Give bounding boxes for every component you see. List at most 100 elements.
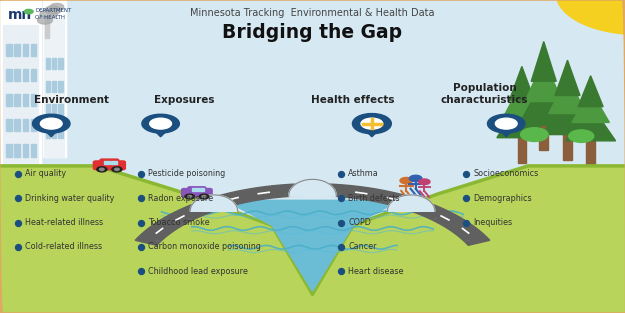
Text: Air quality: Air quality [25, 169, 66, 178]
Bar [22, 144, 28, 156]
Text: Cancer: Cancer [348, 243, 377, 251]
Circle shape [150, 118, 171, 129]
Bar [6, 69, 12, 81]
FancyBboxPatch shape [100, 159, 119, 165]
Circle shape [41, 118, 62, 129]
Bar [14, 44, 20, 56]
Circle shape [97, 167, 107, 172]
Polygon shape [0, 166, 625, 313]
FancyBboxPatch shape [182, 188, 212, 197]
Polygon shape [496, 126, 516, 137]
Circle shape [38, 17, 53, 24]
Bar [14, 119, 20, 131]
Point [461, 196, 471, 201]
Circle shape [361, 118, 382, 129]
Bar [3, 25, 38, 182]
Text: Drinking water quality: Drinking water quality [25, 194, 114, 203]
Circle shape [188, 196, 192, 198]
Circle shape [521, 128, 548, 141]
Circle shape [202, 196, 206, 198]
Point [136, 269, 146, 274]
Point [13, 244, 23, 249]
Text: Minnesota Tracking  Environmental & Health Data: Minnesota Tracking Environmental & Healt… [190, 8, 435, 18]
Polygon shape [566, 105, 616, 141]
Bar [0, 0, 41, 182]
Polygon shape [549, 77, 586, 114]
Bar [45, 16, 49, 38]
Polygon shape [497, 98, 547, 138]
Point [136, 244, 146, 249]
Polygon shape [503, 82, 541, 118]
Polygon shape [519, 79, 569, 125]
Bar [42, 0, 66, 156]
Circle shape [50, 3, 64, 10]
Text: Environment: Environment [34, 95, 109, 105]
Bar [6, 119, 12, 131]
Polygon shape [135, 184, 490, 245]
Point [13, 196, 23, 201]
Circle shape [496, 118, 517, 129]
Circle shape [199, 194, 209, 199]
Bar [22, 44, 28, 56]
Bar [46, 104, 50, 115]
Circle shape [569, 130, 594, 142]
Bar [111, 161, 117, 164]
Circle shape [185, 194, 194, 199]
Polygon shape [41, 126, 61, 137]
Text: Exposures: Exposures [154, 95, 214, 105]
Bar [6, 144, 12, 156]
Text: Asthma: Asthma [348, 169, 379, 178]
Bar [22, 94, 28, 106]
Point [13, 171, 23, 176]
Bar [6, 44, 12, 56]
FancyBboxPatch shape [188, 187, 206, 192]
Polygon shape [555, 60, 580, 95]
Circle shape [114, 168, 119, 171]
Polygon shape [556, 0, 625, 34]
Bar [31, 119, 36, 131]
Bar [31, 44, 36, 56]
Text: Carbon monoxide poisoning: Carbon monoxide poisoning [148, 243, 261, 251]
Bar [539, 122, 548, 150]
Bar [58, 58, 62, 69]
Bar [14, 69, 20, 81]
Bar [58, 104, 62, 115]
Bar [46, 127, 50, 138]
Text: Pesticide poisoning: Pesticide poisoning [148, 169, 226, 178]
Polygon shape [488, 114, 525, 133]
Bar [52, 127, 56, 138]
Point [336, 220, 346, 225]
Circle shape [112, 167, 122, 172]
Text: DEPARTMENT
OF HEALTH: DEPARTMENT OF HEALTH [35, 8, 71, 20]
Polygon shape [151, 126, 171, 137]
Point [336, 269, 346, 274]
Point [136, 171, 146, 176]
Circle shape [409, 175, 422, 182]
Bar [14, 94, 20, 106]
Text: Heart disease: Heart disease [348, 267, 404, 276]
Bar [31, 94, 36, 106]
Bar [198, 188, 204, 191]
Point [336, 196, 346, 201]
Point [336, 171, 346, 176]
Bar [52, 104, 56, 115]
Polygon shape [225, 200, 400, 291]
Circle shape [419, 179, 430, 185]
Polygon shape [353, 114, 391, 133]
Bar [518, 135, 526, 163]
Text: Cold-related illness: Cold-related illness [25, 243, 102, 251]
Bar [52, 58, 56, 69]
Circle shape [40, 10, 58, 18]
Point [13, 220, 23, 225]
Bar [192, 188, 198, 191]
Text: COPD: COPD [348, 218, 371, 227]
Point [336, 244, 346, 249]
Bar [31, 69, 36, 81]
Bar [14, 144, 20, 156]
Bar [586, 138, 595, 166]
Point [136, 196, 146, 201]
Polygon shape [388, 195, 435, 211]
Bar [6, 94, 12, 106]
Text: Inequities: Inequities [473, 218, 512, 227]
Circle shape [99, 168, 104, 171]
